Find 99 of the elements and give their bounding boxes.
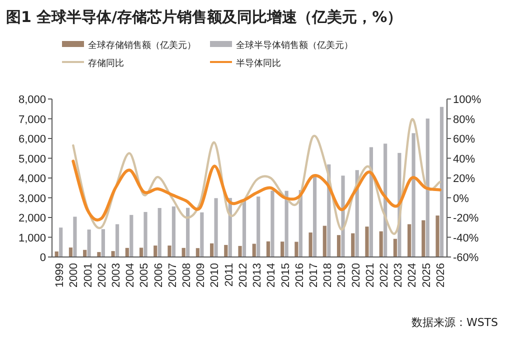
bar (130, 214, 134, 257)
x-tick-label: 2015 (280, 263, 292, 288)
bar (408, 224, 412, 257)
x-tick-label: 2012 (237, 263, 250, 288)
bar (154, 246, 158, 257)
y2-tick-label: -60% (453, 252, 479, 264)
y-tick-label: 5,000 (18, 153, 46, 166)
bar (322, 226, 326, 257)
legend-label: 存储同比 (88, 58, 124, 69)
bar (214, 198, 218, 257)
bar (336, 235, 341, 257)
y-tick-label: 6,000 (18, 134, 46, 146)
legend-label: 全球半导体销售额（亿美元） (236, 40, 353, 51)
x-tick-label: 2005 (138, 263, 151, 288)
y-tick-label: 4,000 (18, 173, 46, 185)
bar (172, 206, 176, 257)
bar (182, 248, 186, 257)
x-tick-label: 2014 (266, 263, 278, 288)
y-tick-label: 1,000 (18, 232, 46, 244)
bar (422, 220, 426, 257)
x-tick-label: 2002 (96, 263, 108, 288)
x-tick-label: 2019 (336, 263, 348, 288)
y-tick-label: 2,000 (18, 212, 46, 224)
bar (242, 199, 246, 257)
bar (139, 248, 144, 257)
x-tick-label: 2003 (110, 263, 122, 288)
y2-tick-label: 40% (453, 153, 476, 166)
x-tick-label: 2022 (378, 263, 391, 288)
x-tick-label: 2004 (124, 263, 137, 288)
bar (436, 216, 440, 257)
y-tick-label: 8,000 (18, 94, 46, 106)
bar (111, 251, 115, 257)
y-tick-label: 3,000 (18, 192, 46, 205)
x-tick-label: 2006 (152, 263, 165, 288)
bar (440, 106, 444, 257)
bar (200, 212, 204, 257)
y2-tick-label: 60% (453, 134, 476, 146)
bar (266, 241, 270, 257)
x-tick-label: 2021 (364, 263, 376, 288)
bar (369, 147, 374, 257)
source-note: 数据来源：WSTS (411, 316, 498, 329)
bar (158, 208, 162, 257)
bar (73, 216, 77, 257)
bar (341, 176, 345, 257)
x-tick-label: 2016 (294, 263, 306, 288)
bar (115, 224, 120, 257)
x-tick-label: 2010 (209, 263, 222, 288)
bar (125, 248, 129, 257)
x-tick-label: 2007 (166, 263, 179, 288)
x-tick-label: 2013 (252, 263, 264, 288)
bar (238, 246, 242, 257)
x-tick-label: 2018 (322, 263, 334, 288)
y2-tick-label: 80% (453, 114, 476, 126)
y-tick-label: 0 (40, 252, 46, 264)
bar (144, 212, 148, 257)
bar (87, 230, 91, 257)
x-tick-label: 2009 (195, 263, 208, 288)
x-tick-label: 2000 (68, 263, 80, 288)
bar (256, 196, 260, 257)
bar (294, 242, 298, 257)
bar (284, 190, 288, 257)
x-tick-label: 2008 (181, 263, 194, 288)
x-tick-label: 2001 (82, 263, 94, 288)
bar (186, 208, 190, 257)
bar (280, 242, 284, 257)
y2-tick-label: 100% (453, 94, 482, 106)
x-tick-label: 2023 (392, 263, 405, 288)
y2-tick-label: 20% (453, 173, 476, 185)
x-tick-label: 2011 (223, 263, 236, 287)
bar (312, 176, 317, 257)
bar (252, 244, 256, 257)
y2-tick-label: 0% (453, 192, 470, 205)
x-tick-label: 2025 (420, 263, 433, 288)
bar (270, 190, 274, 257)
bar (59, 228, 63, 257)
bar (308, 232, 312, 257)
bar (351, 233, 355, 257)
y2-tick-label: -20% (453, 212, 479, 224)
x-tick-label: 2024 (406, 263, 419, 288)
bar (224, 244, 228, 257)
bar (393, 238, 397, 257)
bar (68, 248, 73, 257)
bar (210, 243, 214, 257)
y2-tick-label: -40% (453, 232, 479, 244)
bar (426, 118, 430, 257)
y-tick-label: 7,000 (18, 114, 46, 126)
bar (412, 133, 416, 257)
bar (101, 229, 105, 257)
x-tick-label: 2026 (434, 263, 447, 288)
bar (365, 226, 369, 257)
legend-label: 半导体同比 (236, 58, 281, 69)
x-tick-label: 1999 (54, 263, 66, 288)
legend-label: 全球存储销售额（亿美元） (88, 40, 196, 51)
x-tick-label: 2020 (350, 263, 362, 288)
bar (196, 248, 200, 257)
bar (168, 246, 172, 257)
chart-title: 图1 全球半导体/存储芯片销售额及同比增速（亿美元，%） (6, 8, 402, 26)
x-tick-label: 2017 (308, 263, 320, 288)
bar (379, 231, 383, 257)
